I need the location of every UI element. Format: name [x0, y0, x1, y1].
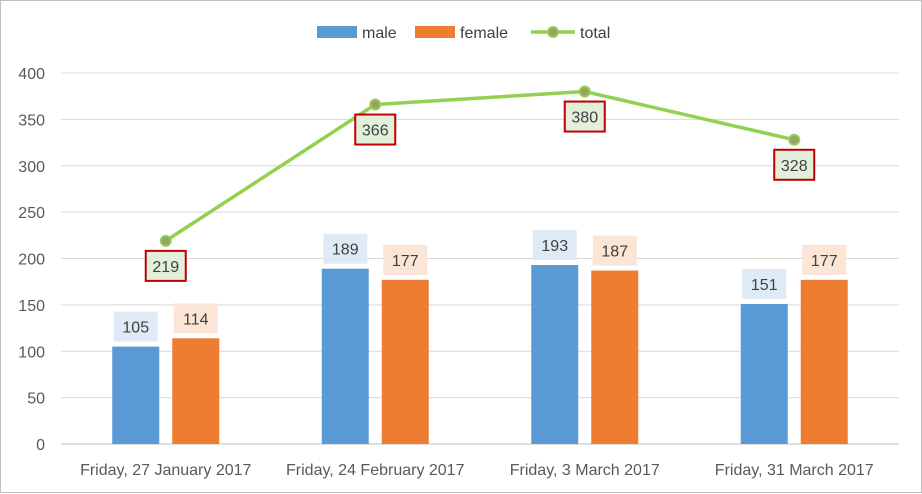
data-label-female: 187: [601, 244, 628, 261]
data-label-female: 177: [811, 253, 838, 270]
data-label-bg: [802, 244, 847, 275]
data-label-bg: [113, 311, 158, 342]
data-label-female: 114: [183, 311, 209, 328]
data-label-total: 366: [362, 123, 389, 140]
y-tick-label: 0: [36, 437, 45, 454]
x-category-label: Friday, 3 March 2017: [510, 462, 660, 479]
x-category-label: Friday, 31 March 2017: [715, 462, 874, 479]
bar-male: [112, 346, 160, 444]
y-tick-label: 400: [18, 66, 45, 83]
data-label-female: 177: [392, 253, 419, 270]
data-label-bg: [563, 100, 606, 133]
legend-label-total: total: [580, 25, 610, 42]
legend-swatch-male: [317, 26, 357, 38]
y-axis-ticks: 0 50 100 150 200 250 300 350 400: [18, 66, 45, 454]
data-label-bg: [773, 148, 816, 181]
y-tick-label: 50: [27, 391, 45, 408]
marker-total: [788, 133, 801, 146]
marker-total: [578, 85, 591, 98]
data-label-bg: [323, 233, 368, 264]
line-layer: [159, 85, 801, 247]
data-label-bg: [144, 249, 187, 282]
bar-male: [531, 264, 579, 444]
bar-female: [800, 279, 848, 444]
line-total: [164, 89, 795, 243]
data-labels: 105 189 193 151 114 177 187 177 219 366 380 328: [113, 100, 847, 342]
data-label-bg: [354, 113, 397, 146]
y-tick-label: 100: [18, 344, 45, 361]
data-label-total: 328: [781, 158, 808, 175]
x-axis-categories: Friday, 27 January 2017 Friday, 24 Februa…: [80, 462, 874, 479]
x-category-label: Friday, 24 February 2017: [286, 462, 465, 479]
data-label-bg: [173, 303, 218, 334]
x-category-label: Friday, 27 January 2017: [80, 462, 251, 479]
legend: male female total: [317, 25, 610, 42]
y-tick-label: 350: [18, 112, 45, 129]
y-tick-label: 300: [18, 159, 45, 176]
data-label-bg: [592, 235, 637, 266]
y-tick-label: 150: [18, 298, 45, 315]
data-label-male: 151: [751, 277, 778, 294]
bar-male: [321, 268, 369, 444]
y-tick-label: 250: [18, 205, 45, 222]
data-label-male: 189: [332, 242, 359, 259]
legend-label-female: female: [460, 25, 508, 42]
bar-female: [381, 279, 429, 444]
bar-female: [591, 270, 639, 444]
y-tick-label: 200: [18, 252, 45, 269]
bar-male: [740, 303, 788, 444]
legend-marker-total: [547, 26, 559, 38]
marker-total: [369, 98, 382, 111]
data-label-male: 105: [122, 320, 149, 337]
data-label-total: 380: [571, 110, 598, 127]
bar-female: [172, 338, 220, 444]
marker-total: [159, 234, 172, 247]
data-label-male: 193: [541, 238, 568, 255]
data-label-bg: [532, 229, 577, 260]
legend-label-male: male: [362, 25, 397, 42]
data-label-bg: [742, 268, 787, 299]
data-label-bg: [383, 244, 428, 275]
data-label-total: 219: [152, 259, 179, 276]
bars: [112, 264, 848, 444]
legend-swatch-female: [415, 26, 455, 38]
